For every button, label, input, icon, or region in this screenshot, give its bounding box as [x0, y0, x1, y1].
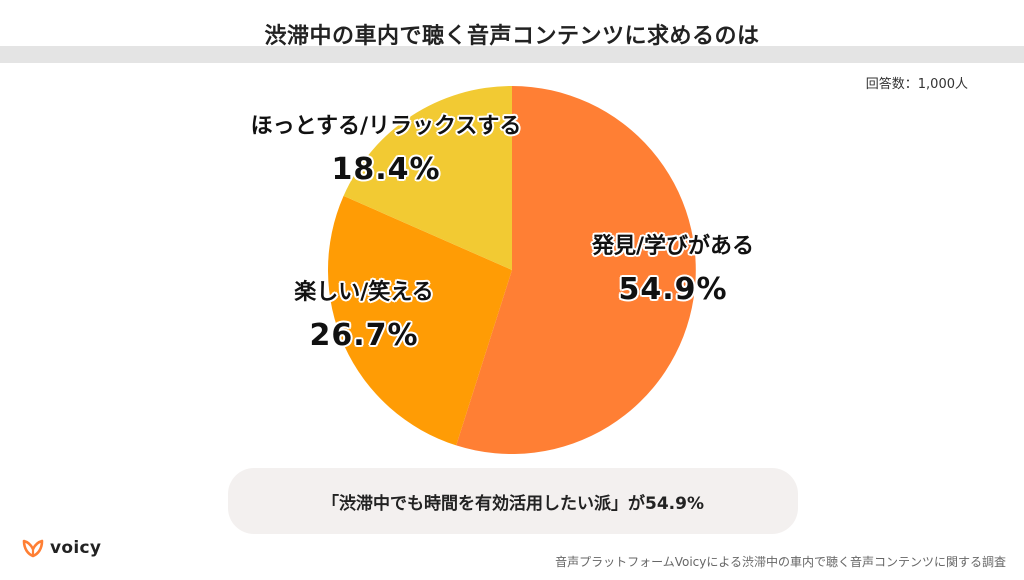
voicy-logo: voicy: [22, 538, 101, 558]
label-fun: 楽しい/笑える 26.7%: [274, 278, 454, 356]
voicy-logo-text: voicy: [50, 538, 102, 558]
chart-title: 渋滞中の車内で聴く音声コンテンツに求めるのは: [264, 24, 760, 49]
source-note: 音声プラットフォームVoicyによる渋滞中の車内で聴く音声コンテンツに関する調査: [555, 555, 1006, 569]
slice-fun: [327, 195, 512, 446]
voicy-leaf-icon: [22, 539, 44, 558]
label-relax-pct: 18.4%: [331, 152, 441, 187]
header-band: [0, 46, 1024, 63]
summary-callout-text: 「渋滞中でも時間を有効活用したい派」が54.9%: [322, 493, 704, 514]
slice-discover: [456, 86, 696, 454]
label-fun-pct: 26.7%: [309, 318, 419, 353]
label-relax-name: ほっとする/リラックスする: [250, 114, 522, 139]
slice-relax: [343, 86, 512, 270]
label-discover-name: 発見/学びがある: [591, 234, 755, 259]
label-relax: ほっとする/リラックスする 18.4%: [226, 112, 546, 190]
label-fun-name: 楽しい/笑える: [294, 280, 434, 305]
label-discover: 発見/学びがある 54.9%: [578, 232, 768, 310]
label-discover-pct: 54.9%: [618, 272, 728, 307]
summary-callout: 「渋滞中でも時間を有効活用したい派」が54.9%: [228, 468, 798, 534]
respondent-count: 回答数：1,000人: [865, 77, 968, 92]
